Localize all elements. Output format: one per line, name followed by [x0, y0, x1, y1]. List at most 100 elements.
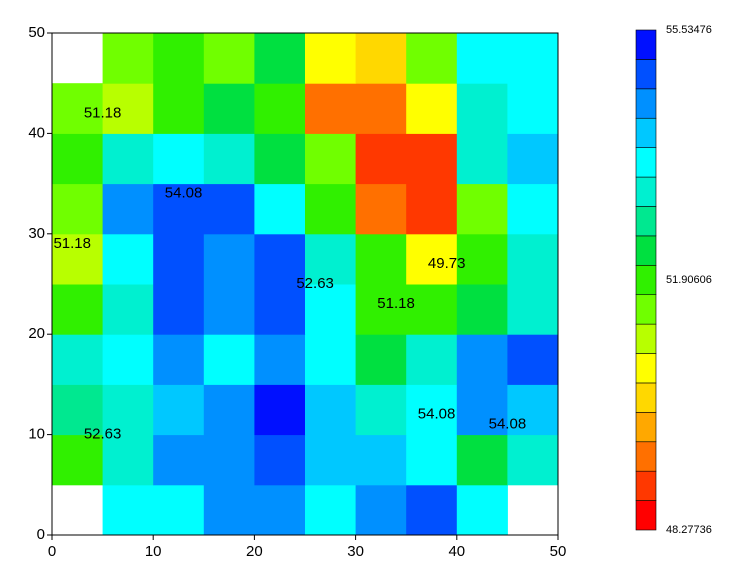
colorbar-swatch — [635, 382, 657, 413]
heat-cell — [254, 233, 306, 285]
heat-cell — [305, 384, 357, 436]
heat-cell — [507, 33, 559, 84]
heat-cell — [406, 183, 458, 235]
heat-cell — [456, 133, 508, 185]
heat-cell — [507, 83, 559, 134]
heat-cell — [305, 83, 357, 134]
x-tick-label: 0 — [48, 543, 56, 560]
contour-label: 54.08 — [489, 416, 527, 433]
heat-cell — [305, 434, 357, 486]
heat-cell — [203, 334, 255, 385]
heat-cell — [355, 33, 407, 84]
colorbar-swatch — [635, 264, 657, 296]
heat-cell — [153, 334, 205, 385]
heat-cell — [406, 233, 458, 285]
heat-cell — [305, 334, 357, 385]
colorbar-swatch — [635, 176, 657, 207]
heat-cell — [52, 233, 104, 285]
contour-label: 54.08 — [418, 405, 456, 422]
heat-cell — [305, 484, 357, 536]
heat-cell — [153, 133, 205, 185]
heat-cell — [456, 83, 508, 134]
y-tick-label: 40 — [28, 124, 45, 141]
heat-cell — [203, 83, 255, 134]
heat-cell — [507, 233, 559, 285]
x-tick-label: 50 — [550, 543, 567, 560]
heat-cell — [406, 434, 458, 486]
contour-label: 51.18 — [84, 104, 122, 121]
heat-cell — [507, 334, 559, 385]
heat-cell — [203, 233, 255, 285]
colorbar-swatch — [635, 412, 657, 443]
heat-cell — [406, 334, 458, 385]
contour-label: 51.18 — [53, 235, 91, 252]
heat-cell — [406, 484, 458, 536]
contour-label: 52.63 — [296, 275, 334, 292]
colorbar-swatch — [635, 323, 657, 354]
colorbar-swatch — [635, 147, 657, 178]
x-tick-label: 10 — [145, 543, 162, 560]
heat-cell — [456, 484, 508, 536]
heat-cell — [153, 183, 205, 235]
heat-cell — [102, 133, 154, 185]
heat-cell — [305, 183, 357, 235]
contour-label: 51.18 — [377, 295, 415, 312]
heat-cell — [406, 384, 458, 436]
heat-cell — [355, 334, 407, 385]
heat-cell — [406, 284, 458, 335]
heat-cell — [355, 233, 407, 285]
heat-cell — [254, 334, 306, 385]
heat-cell — [254, 183, 306, 235]
colorbar-swatch — [635, 500, 657, 531]
colorbar-swatch — [635, 29, 657, 60]
heat-cell — [355, 183, 407, 235]
heat-cell — [102, 83, 154, 134]
colorbar-swatch — [635, 353, 657, 384]
heat-cell — [203, 284, 255, 335]
plot-frame — [51, 32, 559, 536]
x-tick-label: 30 — [347, 543, 364, 560]
contour-label: 49.73 — [428, 255, 466, 272]
heat-cell — [153, 484, 205, 536]
heat-cell — [355, 434, 407, 486]
colorbar-swatch — [635, 470, 657, 501]
heat-cell — [102, 284, 154, 335]
heat-cell — [153, 233, 205, 285]
heat-cell — [153, 83, 205, 134]
heat-cell — [355, 384, 407, 436]
heat-cell — [456, 384, 508, 436]
x-tick-label: 20 — [246, 543, 263, 560]
y-tick-label: 50 — [28, 24, 45, 41]
colorbar-swatch — [635, 59, 657, 90]
heat-cell — [355, 83, 407, 134]
heat-cell — [102, 233, 154, 285]
heat-cell — [456, 334, 508, 385]
heat-cell — [355, 133, 407, 185]
heat-cell — [203, 484, 255, 536]
heat-cell — [153, 384, 205, 436]
heat-cell — [52, 384, 104, 436]
heat-cell — [254, 434, 306, 486]
heat-cell — [52, 434, 104, 486]
colorbar-swatch — [635, 117, 657, 148]
x-tick-label: 40 — [448, 543, 465, 560]
heat-cell — [102, 434, 154, 486]
heat-cell — [52, 284, 104, 335]
heat-cell — [254, 384, 306, 436]
heat-cell — [456, 33, 508, 84]
heat-cell — [305, 233, 357, 285]
heat-cell — [507, 434, 559, 486]
heat-cell — [52, 334, 104, 385]
heat-cell — [406, 83, 458, 134]
heat-cell — [456, 183, 508, 235]
y-tick-label: 30 — [28, 225, 45, 242]
heat-cell — [456, 434, 508, 486]
contour-label: 52.63 — [84, 426, 122, 443]
heat-cell — [203, 384, 255, 436]
colorbar-swatch — [635, 235, 657, 266]
heat-cell — [203, 183, 255, 235]
colorbar-swatch — [635, 441, 657, 472]
colorbar-label: 48.27736 — [666, 524, 712, 536]
heat-cell — [102, 33, 154, 84]
